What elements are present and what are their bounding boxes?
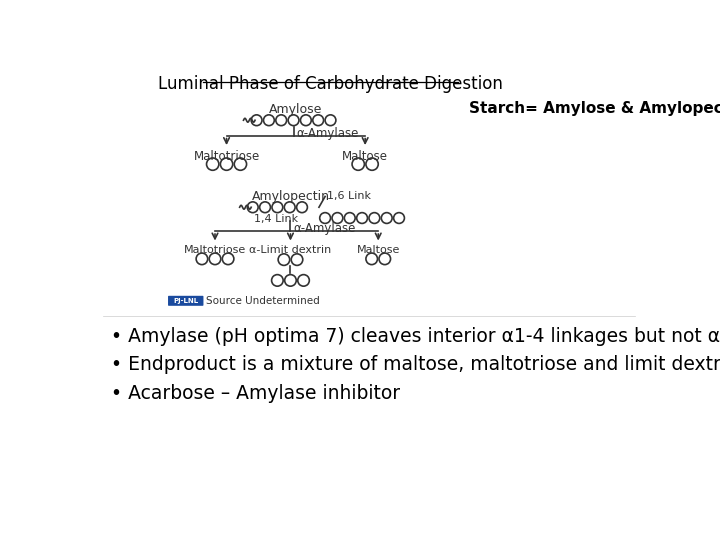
Text: Maltotriose: Maltotriose bbox=[194, 150, 260, 163]
Text: Maltotriose: Maltotriose bbox=[184, 245, 246, 255]
Text: α-Amylase: α-Amylase bbox=[294, 221, 356, 234]
Text: Starch= Amylose & Amylopectin: Starch= Amylose & Amylopectin bbox=[469, 101, 720, 116]
Text: • Amylase (pH optima 7) cleaves interior α1-4 linkages but not α1-6: • Amylase (pH optima 7) cleaves interior… bbox=[111, 327, 720, 346]
Text: • Endproduct is a mixture of maltose, maltotriose and limit dextrans: • Endproduct is a mixture of maltose, ma… bbox=[111, 355, 720, 374]
Text: Maltose: Maltose bbox=[342, 150, 388, 163]
Text: α-Limit dextrin: α-Limit dextrin bbox=[249, 245, 332, 255]
Text: Luminal Phase of Carbohydrate Digestion: Luminal Phase of Carbohydrate Digestion bbox=[158, 75, 503, 93]
Text: Source Undetermined: Source Undetermined bbox=[206, 296, 320, 306]
Text: Maltose: Maltose bbox=[356, 245, 400, 255]
FancyBboxPatch shape bbox=[168, 296, 204, 306]
Text: 1,4 Link: 1,4 Link bbox=[253, 214, 297, 224]
Text: • Acarbose – Amylase inhibitor: • Acarbose – Amylase inhibitor bbox=[111, 383, 400, 403]
Text: α-Amylase: α-Amylase bbox=[297, 127, 359, 140]
Text: Amylopectin: Amylopectin bbox=[251, 190, 330, 202]
Text: 1,6 Link: 1,6 Link bbox=[327, 192, 371, 201]
Text: Amylose: Amylose bbox=[269, 103, 323, 116]
Text: PJ-LNL: PJ-LNL bbox=[174, 298, 198, 304]
